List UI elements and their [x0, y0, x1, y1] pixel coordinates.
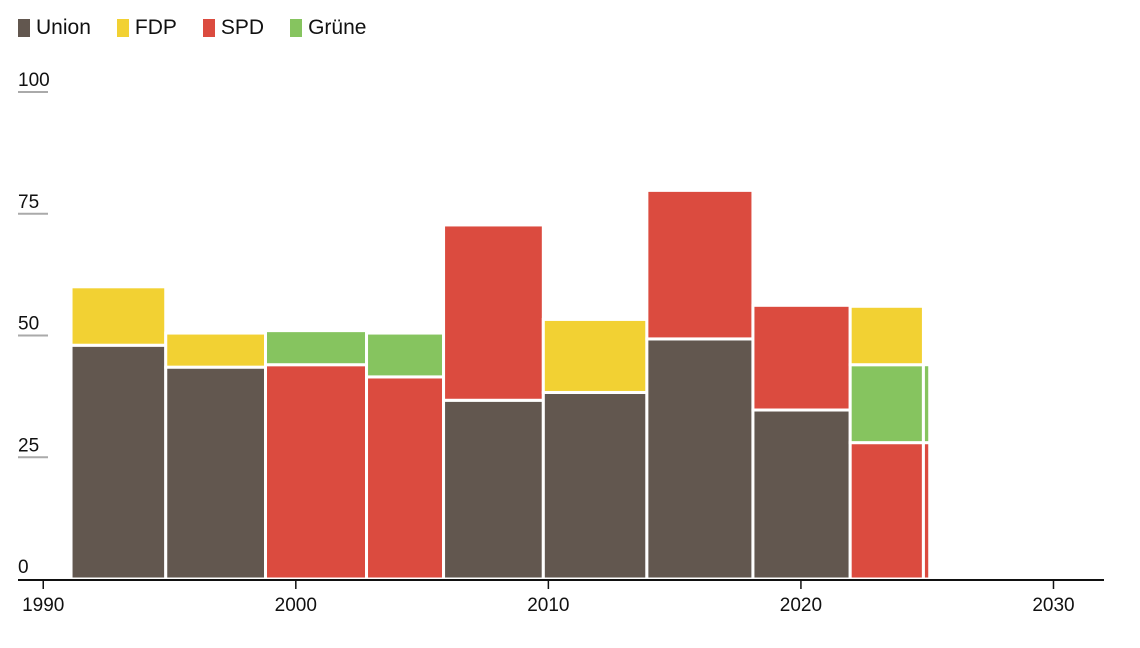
legend-swatch-gruene — [290, 19, 303, 37]
x-axis: 1990 2000 2010 2020 2030 — [18, 579, 1104, 616]
bar-segment-9-spd — [848, 441, 925, 581]
bar-segment-4-spd — [365, 375, 446, 581]
legend-swatch-spd — [202, 19, 215, 37]
y-tick-label-25: 25 — [18, 435, 39, 456]
bar-segment-7-spd — [645, 188, 755, 341]
x-tick-label-1990: 1990 — [22, 595, 64, 616]
bar-segment-5-spd — [442, 223, 545, 402]
legend-item-gruene: Grüne — [290, 16, 366, 40]
bar-segment-5-union — [442, 398, 545, 581]
x-tick-label-2020: 2020 — [780, 595, 822, 616]
bar-segment-10-spd — [921, 441, 932, 581]
chart-legend: Union FDP SPD Grüne — [18, 16, 392, 40]
bar-segment-8-union — [751, 408, 852, 581]
legend-item-union: Union — [18, 16, 91, 40]
bar-segment-3-spd — [264, 363, 369, 581]
bar-segment-9-fdp — [848, 304, 925, 367]
bar-segment-3-grüne — [264, 329, 369, 367]
legend-label-union: Union — [36, 16, 91, 39]
bars-group — [69, 188, 932, 581]
legend-item-spd: SPD — [202, 16, 265, 40]
x-tick-label-2030: 2030 — [1032, 595, 1074, 616]
bar-segment-10-grüne — [921, 363, 932, 445]
x-tick-label-2010: 2010 — [527, 595, 569, 616]
legend-swatch-fdp — [116, 19, 129, 37]
y-tick-label-50: 50 — [18, 314, 39, 335]
bar-segment-1-fdp — [69, 285, 168, 347]
y-tick-label-75: 75 — [18, 192, 39, 213]
y-axis: 0 25 50 75 100 — [18, 70, 50, 578]
legend-label-gruene: Grüne — [308, 16, 367, 39]
legend-swatch-union — [18, 19, 30, 37]
y-tick-label-100: 100 — [18, 70, 50, 91]
legend-label-spd: SPD — [220, 16, 265, 39]
bar-segment-1-union — [69, 343, 168, 581]
bar-segment-2-fdp — [164, 331, 268, 369]
x-tick-label-2000: 2000 — [275, 595, 317, 616]
legend-label-fdp: FDP — [134, 16, 177, 39]
bar-segment-9-grüne — [848, 363, 925, 445]
bar-segment-2-union — [164, 365, 268, 581]
bar-segment-6-fdp — [541, 317, 649, 394]
bar-segment-4-grüne — [365, 331, 446, 379]
bar-segment-6-union — [541, 390, 649, 581]
bar-segment-8-spd — [751, 303, 852, 412]
legend-item-fdp: FDP — [116, 16, 177, 40]
bar-segment-7-union — [645, 337, 755, 581]
y-tick-label-0: 0 — [18, 557, 29, 578]
